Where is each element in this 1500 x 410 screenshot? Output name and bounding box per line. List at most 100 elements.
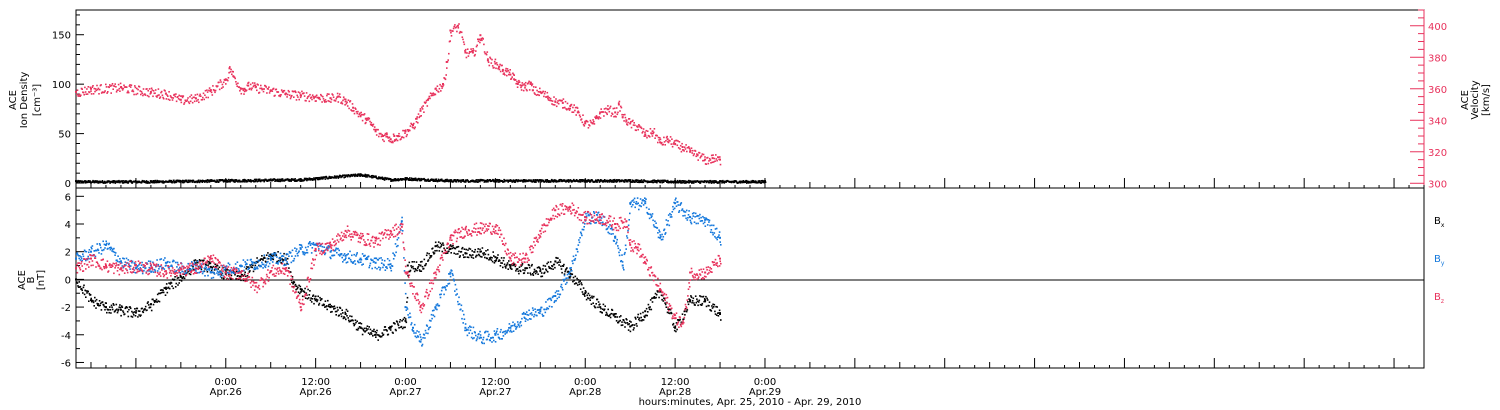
by-mark (661, 238, 664, 241)
velocity-mark (236, 85, 238, 87)
velocity-mark (256, 89, 258, 92)
by-mark (371, 267, 373, 270)
bx-mark (710, 310, 713, 312)
by-mark (266, 257, 269, 260)
bx-mark (165, 288, 167, 290)
by-mark (673, 207, 676, 210)
velocity-mark (147, 89, 149, 92)
by-mark (98, 252, 100, 254)
velocity-mark (115, 86, 117, 88)
velocity-mark (515, 82, 517, 85)
bx-mark (499, 265, 502, 267)
bx-mark (437, 246, 439, 248)
density-mark (339, 175, 342, 177)
by-mark (642, 204, 645, 206)
bx-mark-point (539, 270, 542, 273)
by-mark (478, 333, 480, 335)
bx-mark (658, 296, 660, 299)
bx-mark (381, 332, 384, 334)
velocity-mark (571, 111, 573, 113)
velocity-mark (250, 88, 253, 91)
velocity-mark (673, 140, 676, 142)
density-mark (169, 181, 172, 183)
bx-mark (620, 324, 623, 327)
magnetic-field-panel (75, 187, 1425, 369)
density-mark-point (404, 177, 407, 180)
density-mark (563, 179, 565, 181)
density-mark (738, 181, 740, 184)
velocity-mark (405, 135, 408, 138)
by-mark (444, 287, 447, 289)
by-mark (614, 235, 617, 238)
by-mark (310, 242, 312, 245)
velocity-mark (109, 85, 112, 87)
bx-mark (297, 291, 300, 293)
bx-mark (543, 271, 546, 274)
velocity-mark (522, 89, 525, 92)
bx-mark (619, 319, 621, 322)
velocity-mark (494, 58, 497, 61)
velocity-mark (346, 105, 349, 107)
bx-mark-point (509, 265, 512, 268)
velocity-mark (187, 97, 189, 99)
velocity-mark (564, 100, 567, 103)
density-mark (491, 179, 494, 182)
velocity-mark (235, 83, 238, 85)
density-mark (113, 181, 115, 183)
bx-mark (635, 323, 638, 325)
bx-mark (483, 252, 485, 254)
velocity-mark (146, 94, 149, 97)
density-mark (183, 180, 185, 182)
bx-mark (245, 268, 248, 270)
by-mark (159, 265, 162, 268)
by-mark (460, 304, 463, 307)
by-mark (304, 246, 307, 249)
bx-mark (608, 315, 611, 317)
bx-mark (220, 274, 222, 276)
bx-mark (675, 330, 677, 333)
by-mark (607, 231, 609, 234)
by-mark (610, 233, 612, 235)
by-mark (487, 335, 490, 338)
density-mark (289, 179, 292, 181)
velocity-mark (693, 153, 695, 155)
density-mark (616, 179, 618, 181)
by-mark (309, 244, 312, 246)
by-mark (120, 262, 123, 264)
by-mark (361, 253, 364, 255)
density-mark (698, 180, 701, 183)
density-mark (325, 176, 328, 178)
bx-mark (601, 312, 603, 314)
velocity-mark (694, 150, 697, 152)
bx-mark (582, 293, 584, 295)
by-mark (563, 280, 565, 282)
velocity-mark-point (90, 87, 92, 90)
density-mark (320, 177, 322, 180)
density-mark (598, 179, 600, 182)
velocity-mark (154, 92, 156, 94)
bx-mark (331, 310, 333, 313)
by-mark (234, 263, 237, 265)
bx-mark (172, 287, 175, 290)
bx-mark (478, 254, 481, 257)
by-mark (87, 255, 89, 258)
bx-mark (433, 252, 436, 254)
bx-mark (463, 248, 466, 250)
bx-mark (556, 262, 559, 264)
density-mark (413, 177, 415, 180)
by-mark (432, 314, 435, 316)
by-mark (638, 208, 640, 211)
velocity-mark (100, 92, 103, 94)
velocity-mark (407, 130, 410, 133)
density-mark (615, 179, 617, 182)
bx-mark (706, 299, 709, 301)
density-mark (535, 181, 537, 183)
velocity-mark (702, 159, 704, 162)
density-mark (140, 182, 143, 184)
density-mark (440, 178, 442, 181)
velocity-mark (526, 83, 529, 85)
by-mark (463, 313, 465, 316)
bx-mark (521, 264, 523, 266)
bx-mark (552, 268, 554, 270)
bx-mark (110, 312, 112, 314)
